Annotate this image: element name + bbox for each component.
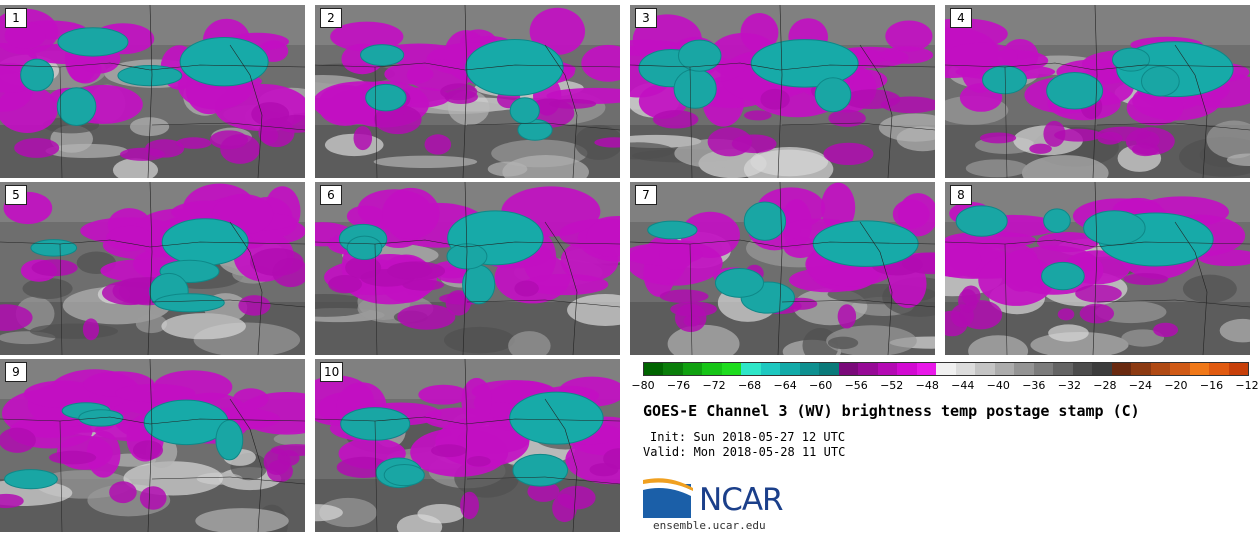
colorbar-segment — [1189, 363, 1210, 375]
colorbar-segment — [1072, 363, 1093, 375]
wv-map-9 — [0, 359, 305, 532]
colorbar-tick-label: −76 — [666, 379, 691, 392]
colorbar-segment — [955, 363, 976, 375]
colorbar-segment — [644, 363, 664, 375]
stamp-panel-5[interactable]: 5 — [0, 182, 305, 355]
colorbar-tick-label: −80 — [631, 379, 655, 392]
colorbar-tick-label: −12 — [1235, 379, 1259, 392]
ncar-logo-text[interactable]: NCAR — [699, 482, 784, 518]
colorbar-segment — [682, 363, 703, 375]
colorbar-tick-label: −56 — [844, 379, 868, 392]
member-label: 1 — [5, 8, 27, 28]
stamp-panel-4[interactable]: 4 — [945, 5, 1250, 178]
colorbar-segment — [1033, 363, 1054, 375]
colorbar-segment — [702, 363, 722, 375]
colorbar-tick-label: −28 — [1093, 379, 1117, 392]
member-label: 7 — [635, 185, 657, 205]
colorbar-segment — [936, 363, 956, 375]
colorbar-ticks: −80 −76 −72 −68 −64 −60 −56 −52 −48 −44 −40 −36 −32−… — [631, 379, 1258, 393]
colorbar-segment — [1111, 363, 1132, 375]
wv-map-5 — [0, 182, 305, 355]
colorbar-tick-label: −40 — [986, 379, 1010, 392]
colorbar-tick-label: −44 — [951, 379, 975, 392]
colorbar-segment — [994, 363, 1015, 375]
wv-map-3 — [630, 5, 935, 178]
wv-map-8 — [945, 182, 1250, 355]
colorbar-segment — [780, 363, 800, 375]
stamp-panel-7[interactable]: 7 — [630, 182, 935, 355]
colorbar-segment — [760, 363, 781, 375]
colorbar-segment — [799, 363, 820, 375]
member-label: 10 — [320, 362, 344, 382]
stamp-panel-6[interactable]: 6 — [315, 182, 620, 355]
colorbar-segment — [975, 363, 995, 375]
stamp-panel-1[interactable]: 1 — [0, 5, 305, 178]
colorbar-segment — [1131, 363, 1151, 375]
wv-map-6 — [315, 182, 620, 355]
colorbar-tick-label: −52 — [880, 379, 904, 392]
colorbar-segment — [897, 363, 917, 375]
colorbar-segment — [663, 363, 683, 375]
member-label: 3 — [635, 8, 657, 28]
member-label: 5 — [5, 185, 27, 205]
stamp-panel-8[interactable]: 8 — [945, 182, 1250, 355]
wv-map-7 — [630, 182, 935, 355]
colorbar-segment — [1170, 363, 1190, 375]
colorbar-segment — [819, 363, 839, 375]
colorbar-segment — [858, 363, 878, 375]
colorbar-segment — [838, 363, 859, 375]
member-label: 2 — [320, 8, 342, 28]
stamp-panel-2[interactable]: 2 — [315, 5, 620, 178]
member-label: 4 — [950, 8, 972, 28]
colorbar-tick-label: −36 — [1022, 379, 1046, 392]
colorbar-segment — [1053, 363, 1073, 375]
colorbar-tick-label: −60 — [809, 379, 833, 392]
colorbar-tick-label: −32 — [1057, 379, 1081, 392]
init-time: Init: Sun 2018-05-27 12 UTC — [650, 430, 846, 444]
colorbar-segment — [877, 363, 898, 375]
wv-map-1 — [0, 5, 305, 178]
colorbar-tick-label: −68 — [737, 379, 762, 392]
colorbar-tick-label: −72 — [702, 379, 726, 392]
brightness-temp-colorbar — [643, 362, 1249, 376]
colorbar-segment — [721, 363, 742, 375]
stamp-panel-10[interactable]: 10 — [315, 359, 620, 532]
wv-map-10 — [315, 359, 620, 532]
colorbar-tick-label: −48 — [915, 379, 939, 392]
colorbar-tick-label: −24 — [1128, 379, 1153, 392]
stamp-panel-9[interactable]: 9 — [0, 359, 305, 532]
colorbar-tick-label: −64 — [773, 379, 797, 392]
member-label: 6 — [320, 185, 342, 205]
colorbar-tick-label: −20 — [1164, 379, 1188, 392]
colorbar-segment — [1092, 363, 1112, 375]
colorbar-segment — [1150, 363, 1171, 375]
colorbar-segment — [1209, 363, 1229, 375]
ncar-logo-icon — [643, 478, 693, 518]
website-link[interactable]: ensemble.ucar.edu — [653, 519, 766, 532]
colorbar-segment — [1228, 363, 1249, 375]
colorbar-segment — [1014, 363, 1034, 375]
valid-time: Valid: Mon 2018-05-28 11 UTC — [643, 445, 846, 459]
colorbar-tick-label: −16 — [1199, 379, 1224, 392]
member-label: 9 — [5, 362, 27, 382]
wv-map-4 — [945, 5, 1250, 178]
figure-title: GOES-E Channel 3 (WV) brightness temp po… — [643, 402, 1140, 420]
member-label: 8 — [950, 185, 972, 205]
colorbar-segment — [916, 363, 937, 375]
wv-map-2 — [315, 5, 620, 178]
stamp-panel-3[interactable]: 3 — [630, 5, 935, 178]
colorbar-segment — [741, 363, 761, 375]
